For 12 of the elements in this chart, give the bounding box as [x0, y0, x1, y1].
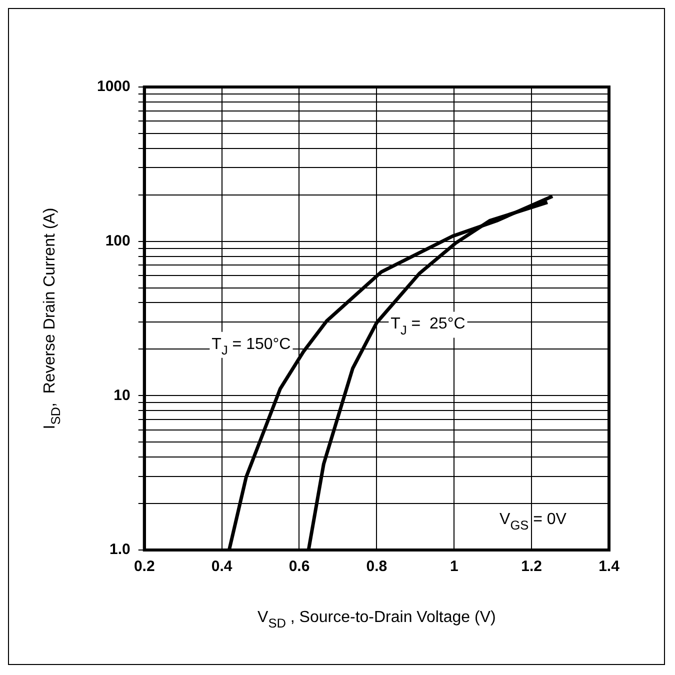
x-tick-label: 1.4 — [598, 558, 620, 576]
y-tick-label: 1.0 — [110, 541, 130, 558]
x-tick-label: 0.2 — [134, 558, 155, 576]
x-tick-label: 0.6 — [288, 558, 310, 576]
y-tick-label: 10 — [114, 386, 130, 404]
y-tick-label: 100 — [105, 232, 130, 250]
y-axis-title: ISD, Reverse Drain Current (A) — [41, 208, 63, 430]
x-tick-label: 0.8 — [366, 558, 388, 576]
y-tick-label: 1000 — [96, 78, 130, 96]
x-tick-label: 0.4 — [211, 558, 233, 576]
x-tick-label: 1 — [450, 558, 458, 576]
x-tick-label: 1.2 — [521, 558, 542, 576]
